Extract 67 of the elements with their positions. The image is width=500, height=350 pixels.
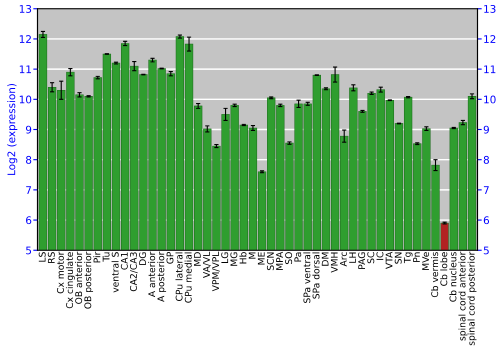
y2-tick-label: 12 xyxy=(484,35,496,43)
y2-tick-label: 13 xyxy=(484,4,496,13)
x-tick-label: CPu lateral xyxy=(175,252,183,301)
y2-tick-label: 9 xyxy=(484,126,489,134)
y2-tick-label: 10 xyxy=(484,96,496,104)
x-tick-label: SC xyxy=(367,252,374,264)
x-tick-label: LG xyxy=(221,252,228,263)
x-tick-label: SCN xyxy=(266,252,274,270)
x-tick-label: MVe xyxy=(422,252,430,270)
x-tick-label: LH xyxy=(349,252,356,263)
x-tick-label: LS xyxy=(38,252,46,262)
x-tick-label: Pir xyxy=(93,252,100,262)
y-tick-label: 11 xyxy=(20,65,31,74)
x-tick-label: Pn xyxy=(413,252,420,262)
x-tick-label: A anterior xyxy=(148,252,156,298)
x-tick-label: OB anterior xyxy=(75,252,82,304)
x-tick-label: PAG xyxy=(358,252,366,269)
y-tick-label: 7 xyxy=(26,186,32,194)
x-tick-label: MG xyxy=(230,252,238,266)
x-tick-label: CPu medial xyxy=(184,252,192,303)
x-tick-label: A posterior xyxy=(157,252,166,302)
x-tick-label: VTA xyxy=(386,252,392,269)
y-tick-label: 10 xyxy=(20,96,32,104)
x-tick-label: DG xyxy=(139,252,146,265)
x-tick-label: Pa xyxy=(294,252,302,262)
y-tick-label: 9 xyxy=(26,126,32,134)
x-tick-label: M xyxy=(248,252,256,259)
y-tick-label: 8 xyxy=(26,156,32,164)
y-tick-label: 12 xyxy=(20,35,31,43)
x-tick-label: SPa ventral xyxy=(303,252,310,303)
y-axis-title: Log2 (expression) xyxy=(7,84,18,175)
x-tick-label: Cb nucleus xyxy=(449,252,456,302)
y-tick-label: 5 xyxy=(26,246,32,254)
x-tick-label: CA2/CA3 xyxy=(130,252,138,292)
x-tick-label: MD xyxy=(194,252,201,266)
x-tick-label: VPM/VPL xyxy=(212,252,220,292)
x-tick-label: SN xyxy=(394,252,402,264)
y-tick-label: 6 xyxy=(26,216,32,224)
y2-tick-label: 11 xyxy=(484,65,496,74)
x-tick-label: Cb lobe xyxy=(440,252,448,286)
x-tick-label: ventral S xyxy=(112,252,119,292)
x-tick-label: VMH xyxy=(330,252,338,273)
x-tick-label: Tu xyxy=(102,252,110,262)
x-tick-label: GP xyxy=(166,252,174,264)
x-tick-label: SO xyxy=(285,252,292,264)
x-tick-label: Cx cingulate xyxy=(66,252,75,308)
x-tick-label: IC xyxy=(376,252,384,260)
x-tick-label: DM xyxy=(322,252,328,266)
x-tick-label: Hb xyxy=(239,252,246,264)
x-tick-label: RS xyxy=(48,252,55,263)
y-tick-label: 13 xyxy=(20,4,32,13)
y2-tick-label: 5 xyxy=(484,246,489,254)
x-tick-label: VA/VL xyxy=(203,252,211,278)
y2-tick-label: 6 xyxy=(484,216,490,224)
x-tick-label: Arc xyxy=(340,252,347,266)
x-tick-label: SPa dorsal xyxy=(312,252,320,299)
y2-tick-label: 7 xyxy=(484,186,489,194)
x-tick-label: Cb vermis xyxy=(431,252,438,298)
x-tick-label: Cx motor xyxy=(56,252,64,294)
x-tick-label: Tg xyxy=(404,252,413,264)
x-tick-label: spinal cord posterior xyxy=(468,252,476,346)
x-tick-label: ME xyxy=(258,252,265,264)
x-tick-label: OB posterior xyxy=(84,252,94,309)
x-tick-label: CA1 xyxy=(120,252,128,270)
x-tick-label: MPA xyxy=(276,252,283,270)
x-tick-label: spinal cord anterior xyxy=(458,252,468,341)
y2-tick-label: 8 xyxy=(484,156,489,164)
